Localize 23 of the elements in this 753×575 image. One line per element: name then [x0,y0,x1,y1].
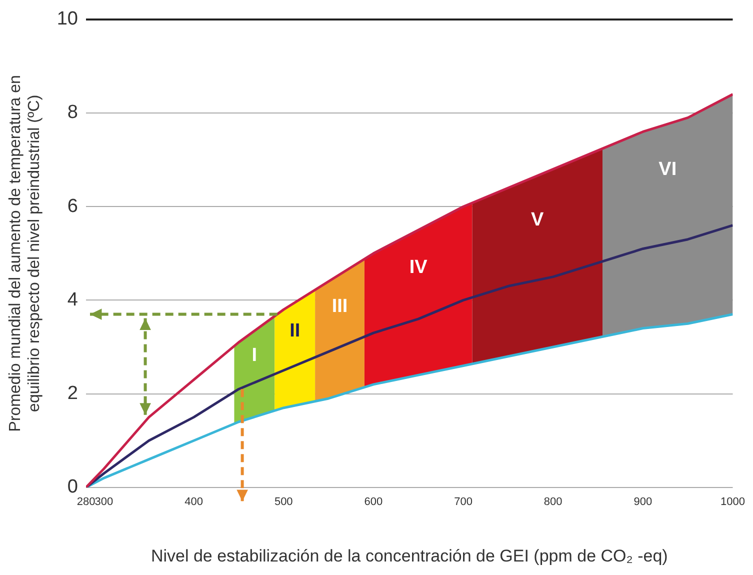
x-axis-title: Nivel de estabilización de la concentración de GEI (ppm de CO₂ -eq) [150,546,668,566]
x-tick-label: 800 [544,496,562,508]
band-label: VI [658,159,677,180]
y-tick-label: 6 [67,196,78,217]
y-tick-label: 0 [67,476,78,498]
y-tick-label: 4 [67,289,78,310]
band-label: III [332,296,348,318]
x-tick-label: 1000 [720,496,746,508]
x-tick-label: 600 [364,496,383,508]
y-tick-label: 2 [67,383,78,404]
y-tick-label: 8 [67,102,78,124]
band-label: V [531,209,544,230]
x-tick-label: 700 [454,496,472,508]
band-label: II [290,320,300,342]
band-label: I [252,345,258,366]
band-label: IV [409,257,428,278]
x-tick-label: 280 [76,496,96,508]
y-axis-title: Promedio mundial del aumento de temperatura en equilibrio respecto del nivel preindustrial (ºC) [7,75,44,432]
x-tick-label: 400 [184,496,203,508]
x-tick-label: 900 [634,496,652,508]
x-tick-label: 500 [274,496,293,508]
y-tick-label: 10 [56,8,78,30]
x-tick-label: 300 [94,496,114,508]
